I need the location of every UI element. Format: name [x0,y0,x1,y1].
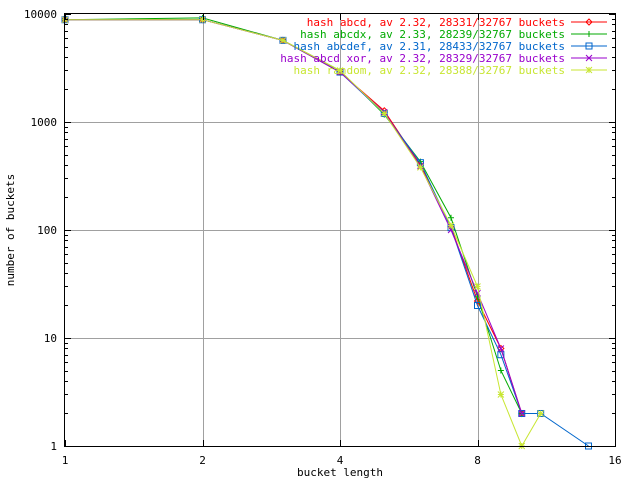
x-tick-label: 1 [62,454,69,467]
series-line [65,19,523,414]
legend-label: hash abcd xor, av 2.32, 28329/32767 buck… [280,52,565,65]
legend-label: hash random, av 2.32, 28388/32767 bucket… [293,64,565,77]
data-point [447,222,455,229]
y-tick-label: 1000 [31,116,58,129]
grid-lines [65,14,615,446]
x-tick-label: 4 [337,454,344,467]
y-tick-label: 10000 [24,8,57,21]
data-point [537,410,545,417]
x-tick-label: 2 [199,454,206,467]
data-point [380,110,388,117]
data-point [518,409,526,417]
data-point [448,214,455,221]
y-axis-title: number of buckets [4,174,17,287]
data-point [336,67,344,74]
x-axis-title: bucket length [297,466,383,479]
data-point [586,31,592,37]
series-lines [61,14,593,450]
data-point [417,164,424,171]
data-point [474,301,481,309]
legend: hash abcd, av 2.32, 28331/32767 bucketsh… [280,16,607,77]
y-tick-label: 1 [50,440,57,453]
data-point [497,351,505,359]
data-point [474,283,481,290]
data-point [199,16,206,24]
y-tick-label: 100 [37,224,57,237]
data-point [497,345,505,352]
axis-ticks: 1 2 4 8 16 1 10 100 1000 10000 [24,8,622,467]
x-tick-label: 16 [608,454,621,467]
data-point [585,66,593,74]
legend-label: hash abcd, av 2.32, 28331/32767 buckets [307,16,565,29]
series-group [61,16,545,450]
series-line [65,19,542,448]
series-line [64,17,523,414]
data-point [585,42,593,50]
x-tick-label: 8 [474,454,481,467]
data-point [585,54,593,62]
data-point [497,367,504,374]
plot-frame [64,13,616,447]
data-point [518,410,526,417]
data-point [585,18,593,26]
data-point [497,391,505,398]
data-point [279,37,287,44]
y-tick-label: 10 [44,332,57,345]
series-line [65,19,523,414]
series-line [65,19,589,447]
legend-label: hash abcdef, av 2.31, 28433/32767 bucket… [293,40,565,53]
legend-label: hash abcdx, av 2.33, 28239/32767 buckets [300,28,565,41]
